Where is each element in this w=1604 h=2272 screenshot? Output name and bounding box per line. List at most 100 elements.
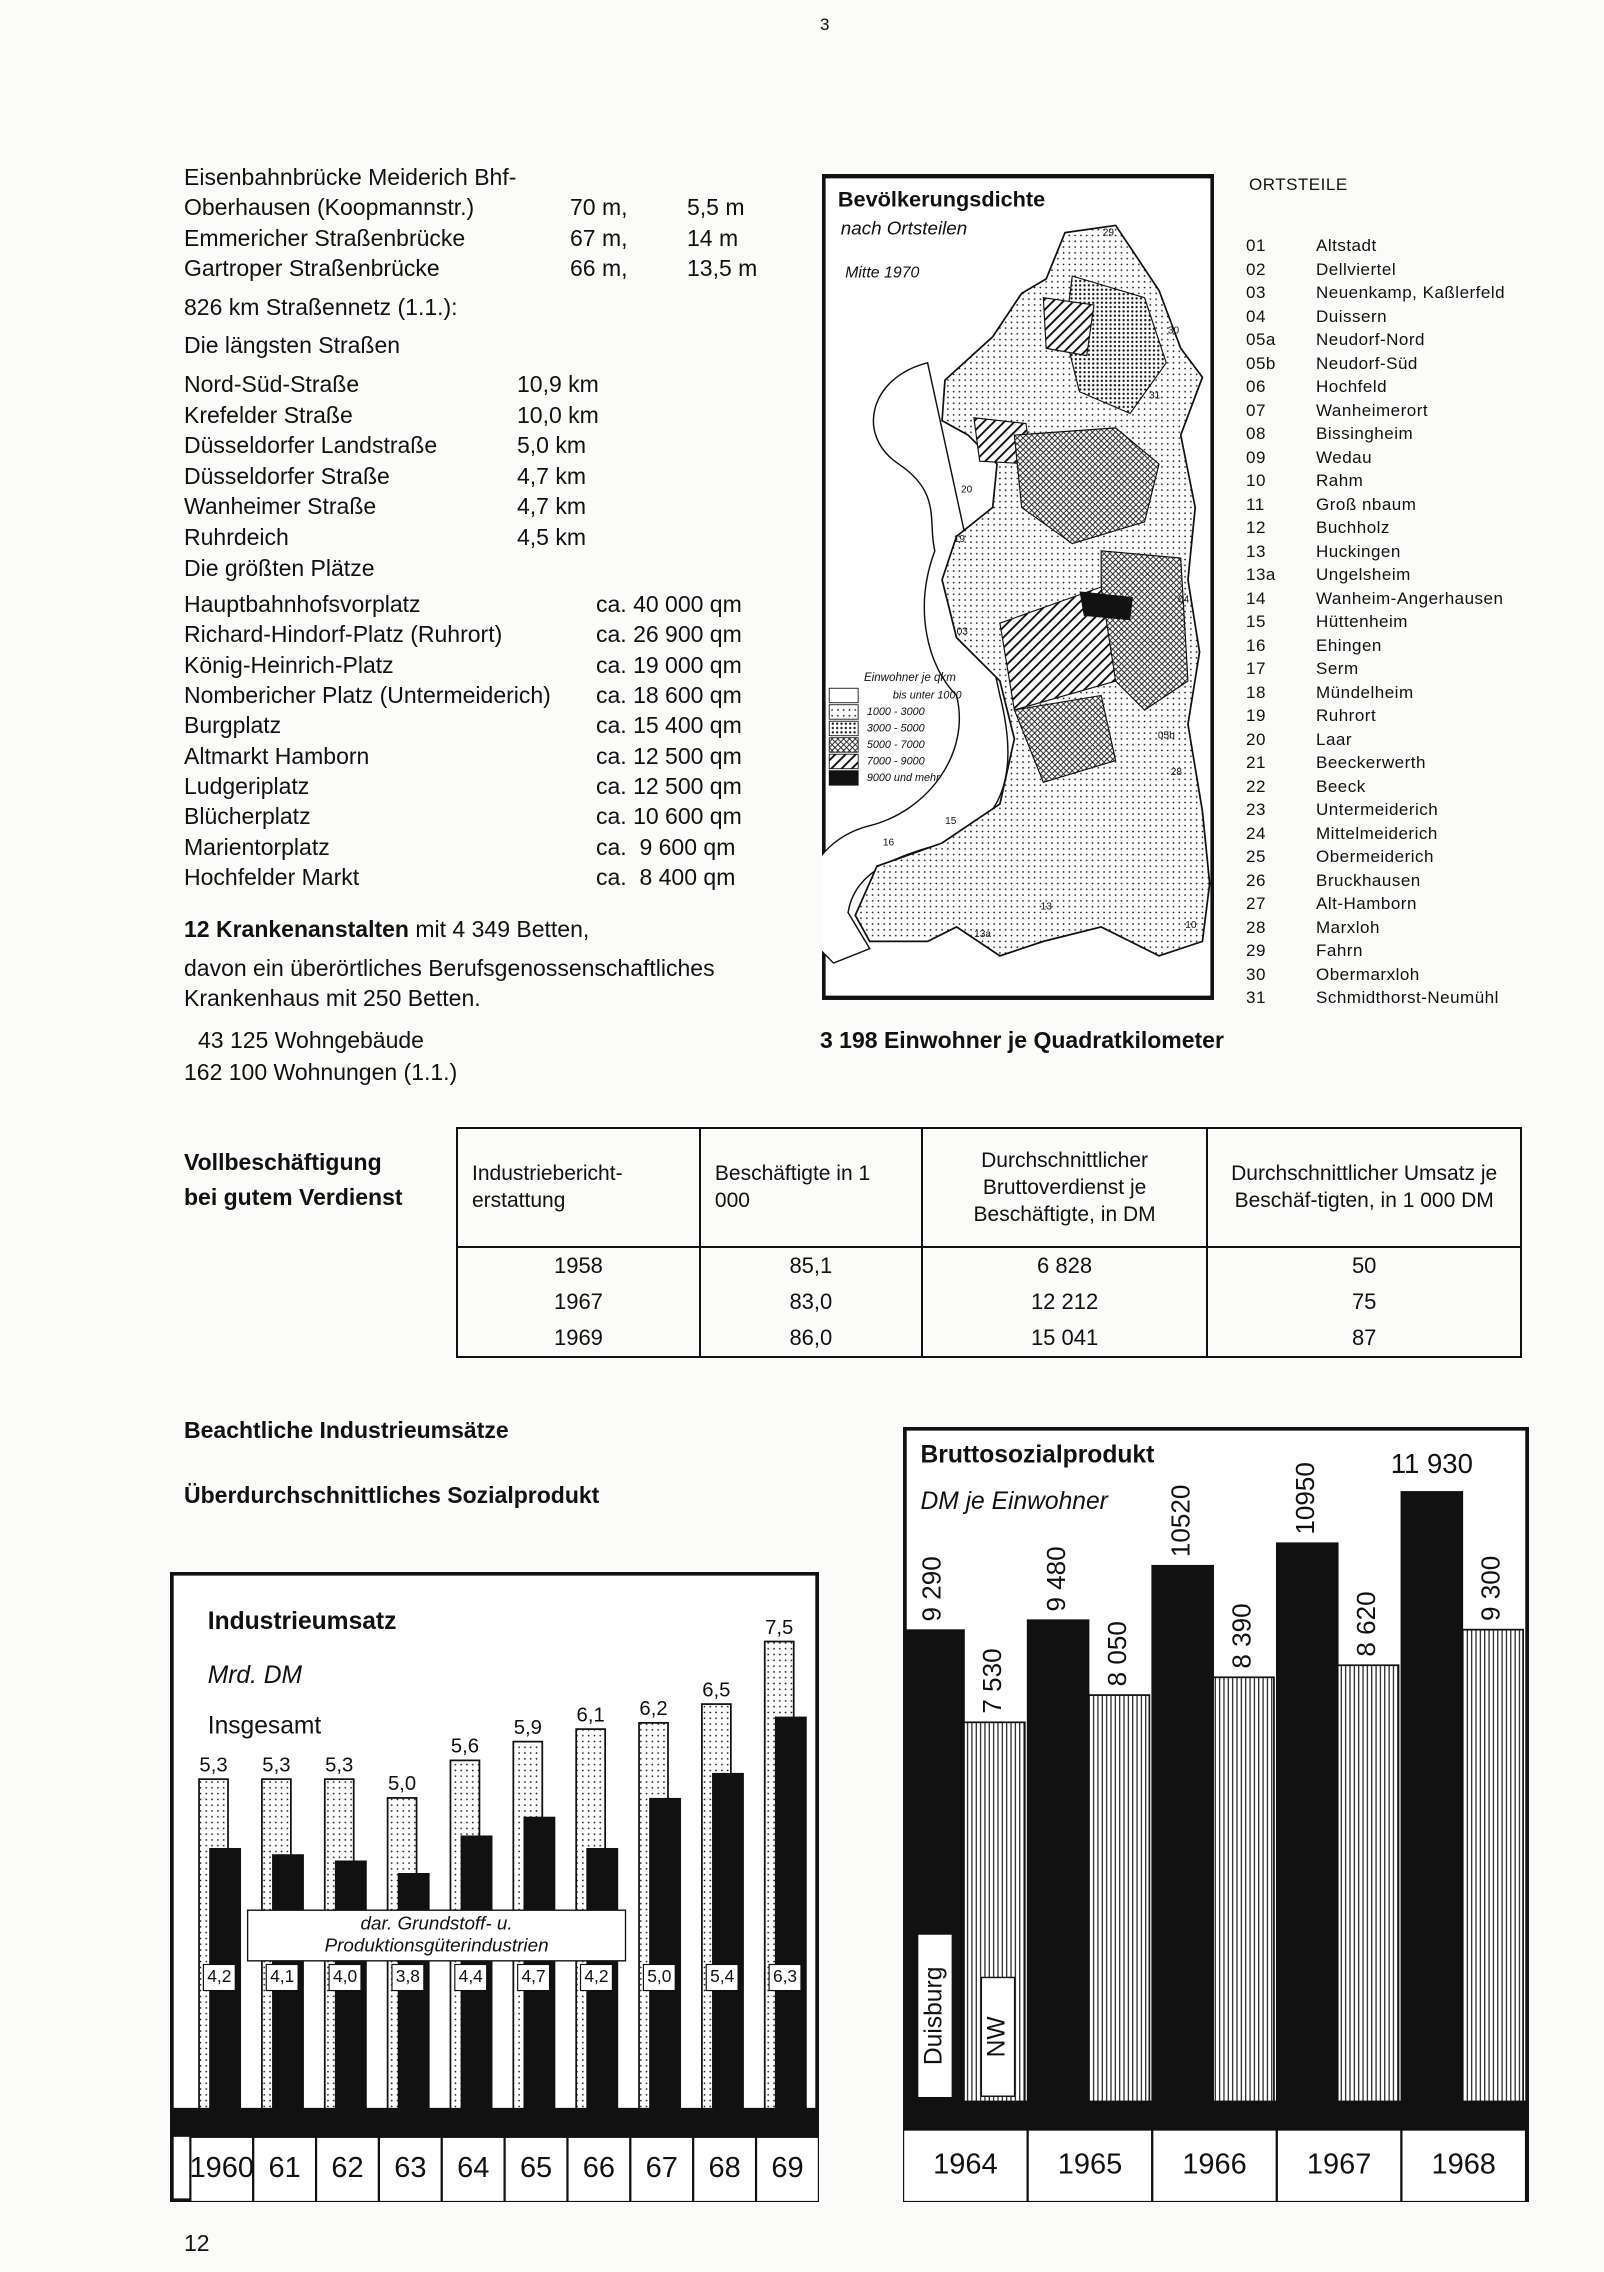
category-cell: [189, 2135, 255, 2202]
district-name: Wanheim-Angerhausen: [1316, 588, 1504, 608]
district-number: 27: [1246, 894, 1266, 913]
section-title: Die größten Plätze: [184, 555, 375, 581]
bridge-height: 5,5 m: [687, 194, 745, 220]
chart-subtitle: DM je Einwohner: [920, 1488, 1109, 1515]
square-area: ca. 18 600 qm: [596, 682, 742, 709]
category-cell: [629, 2135, 695, 2202]
square-name: Marientorplatz: [184, 833, 330, 860]
street-name: Nord-Süd-Straße: [184, 371, 360, 397]
value-label: 5,4: [710, 1966, 734, 1986]
district-number: 16: [1246, 635, 1266, 655]
district-name: Mittelmeiderich: [1316, 823, 1438, 843]
category-cell: [440, 2135, 506, 2202]
district-label: 04: [1178, 595, 1190, 606]
district-number: 26: [1246, 870, 1266, 890]
square-area: ca. 19 000 qm: [596, 651, 742, 678]
district-label: 20: [961, 485, 973, 496]
district-number: 31: [1246, 988, 1266, 1007]
district-number: 22: [1246, 776, 1266, 796]
table-cell: 86,0: [698, 1319, 923, 1357]
square-name: Hochfelder Markt: [184, 864, 360, 891]
employment-table: Industriebericht-erstattung Beschäftigte …: [456, 1127, 1522, 1358]
legend-box: dar. Grundstoff- u. Produktionsgüterindu…: [246, 1909, 627, 1962]
x-tick-label: 1960: [190, 2152, 254, 2184]
bar: [1087, 1694, 1151, 2118]
map-subtitle: nach Ortsteilen: [841, 218, 967, 239]
district-label: 16: [883, 838, 895, 849]
x-tick-label: 1967: [1307, 2148, 1371, 2180]
square-name: Hauptbahnhofsvorplatz: [184, 591, 421, 617]
street-length: 4,7 km: [517, 493, 587, 519]
street-name: Wanheimer Straße: [184, 493, 377, 519]
bridge-height: 13,5 m: [687, 255, 758, 281]
value-label: 4,2: [584, 1966, 608, 1986]
table-heading: Vollbeschäftigung: [184, 1149, 382, 1175]
table-cell: 83,0: [698, 1283, 923, 1320]
district-number: 20: [1246, 729, 1266, 749]
value-label: 5,0: [647, 1966, 671, 1986]
district-number: 24: [1246, 823, 1266, 843]
value-label: 5,0: [388, 1773, 416, 1795]
category-cell: [1400, 2128, 1528, 2202]
square-area: ca. 8 400 qm: [596, 864, 736, 891]
district-area: [1013, 427, 1160, 545]
district-area: [1079, 591, 1133, 621]
district-label: 19: [954, 534, 966, 545]
legend-box: [916, 1933, 954, 2099]
square-area: ca. 15 400 qm: [596, 712, 742, 739]
district-label: 13: [1041, 901, 1053, 912]
square-name: Burgplatz: [184, 712, 282, 739]
district-number: 13: [1246, 541, 1266, 561]
district-name: Ruhrort: [1316, 706, 1377, 725]
baseline-strip: [170, 2107, 819, 2137]
category-cell: [377, 2135, 443, 2202]
hospitals-line: 12 Krankenanstalten mit 4 349 Betten,: [184, 915, 589, 943]
district-number: 05b: [1246, 353, 1276, 373]
district-number: 05a: [1246, 330, 1276, 349]
bridge-length: 70 m,: [570, 194, 628, 220]
legend-swatch: [828, 704, 859, 720]
table-cell: 1967: [456, 1283, 701, 1320]
district-number: 04: [1246, 306, 1266, 326]
street-length: 5,0 km: [517, 432, 587, 458]
district-number: 29: [1246, 941, 1266, 960]
value-label: 10950: [1290, 1462, 1320, 1534]
category-cell: [1151, 2128, 1278, 2202]
category-cell: [692, 2135, 758, 2202]
district-name: Huckingen: [1316, 541, 1401, 561]
district-name: Hüttenheim: [1316, 612, 1408, 631]
district-name: Beeck: [1316, 776, 1366, 796]
road-network: 826 km Straßennetz (1.1.):: [184, 294, 458, 320]
district-number: 28: [1246, 917, 1266, 937]
district-number: 06: [1246, 377, 1266, 396]
value-label: 7 530: [977, 1648, 1007, 1713]
x-tick-label: 61: [269, 2152, 301, 2184]
x-tick-label: 62: [331, 2152, 363, 2184]
district-name: Laar: [1316, 729, 1353, 749]
value-label: 8 050: [1102, 1621, 1132, 1686]
housing: 43 125 Wohngebäude: [198, 1027, 424, 1053]
district-number: 12: [1246, 518, 1266, 537]
district-label: 13a: [974, 929, 991, 940]
legend-label: 7000 - 9000: [867, 755, 925, 767]
table-cell: 85,1: [698, 1246, 923, 1284]
legend-swatch: [828, 770, 859, 786]
table-cell: 15 041: [920, 1319, 1209, 1357]
bar: [1151, 1564, 1214, 2118]
street-length: 4,7 km: [517, 462, 587, 489]
value-label-box: [517, 1963, 551, 1992]
bar: [1400, 1491, 1464, 2118]
district-name: Neuenkamp, Kaßlerfeld: [1316, 283, 1506, 302]
district-number: 07: [1246, 400, 1266, 420]
bridge-length: 67 m,: [570, 225, 628, 251]
page-mark: 3: [820, 15, 830, 34]
table-cell: 1969: [456, 1319, 701, 1357]
hospitals-text: mit 4 349 Betten,: [408, 916, 590, 942]
category-cell: [754, 2135, 819, 2202]
district-name: Bruckhausen: [1316, 870, 1421, 890]
legend-box: [980, 1976, 1016, 2097]
square-area: ca. 12 500 qm: [596, 742, 742, 769]
street-name: Düsseldorfer Landstraße: [184, 432, 438, 458]
value-label-box: [391, 1963, 425, 1992]
